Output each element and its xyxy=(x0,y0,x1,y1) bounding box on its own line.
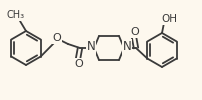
Text: O: O xyxy=(131,27,139,37)
Text: N: N xyxy=(87,40,95,54)
Text: N: N xyxy=(123,40,131,54)
Text: CH₃: CH₃ xyxy=(7,10,25,20)
Text: O: O xyxy=(75,59,83,69)
Text: O: O xyxy=(53,33,61,43)
Text: OH: OH xyxy=(161,14,177,24)
